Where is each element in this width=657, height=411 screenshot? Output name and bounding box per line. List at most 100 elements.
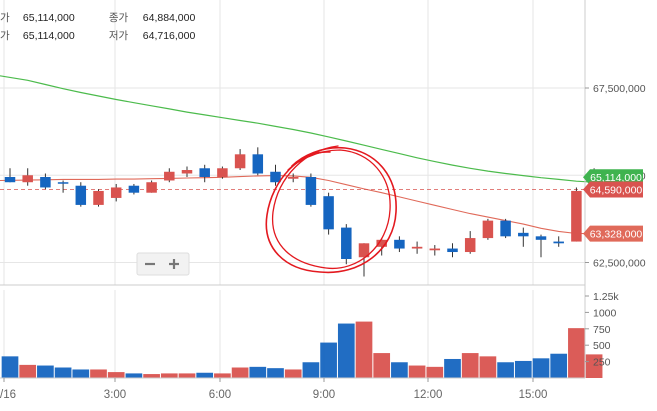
candle-body	[234, 154, 246, 169]
time-tick-label: /16	[0, 389, 16, 401]
volume-bar	[178, 373, 196, 378]
volume-bar	[72, 369, 90, 378]
zoom-out-button[interactable]	[139, 255, 161, 273]
ohlc-value: 65,114,000	[22, 30, 75, 42]
volume-series	[1, 321, 603, 378]
volume-bar	[107, 372, 125, 378]
candle[interactable]	[376, 238, 387, 256]
ohlc-label: 종가	[108, 12, 129, 24]
candle[interactable]	[252, 147, 264, 176]
time-axis-ticks: /16 3:00 6:00 9:00 12:00 15:00	[0, 378, 547, 401]
candle[interactable]	[429, 245, 441, 256]
ohlc-legend-row-1: 가 65,114,000 종가 64,884,000	[0, 10, 195, 25]
price-tag-bg	[583, 169, 643, 186]
candle[interactable]	[270, 164, 281, 186]
candle[interactable]	[323, 192, 334, 235]
candle[interactable]	[500, 218, 511, 239]
candle[interactable]	[75, 182, 87, 207]
ohlc-label: 가	[0, 30, 10, 42]
volume-bar	[37, 365, 54, 378]
ma-short-line	[0, 175, 603, 235]
candle-body	[553, 241, 564, 244]
candle[interactable]	[411, 241, 423, 254]
volume-bar	[19, 364, 37, 378]
volume-bar	[479, 356, 497, 378]
candle-body	[199, 168, 210, 177]
moving-average-long	[0, 75, 603, 183]
candle-body	[429, 248, 441, 251]
candle-body	[164, 171, 175, 181]
candle-body	[358, 243, 370, 258]
volume-bar	[90, 369, 107, 378]
price-tag-current-price: 64,590,000	[583, 181, 643, 198]
price-tag-label: 65,114,000	[590, 172, 642, 184]
candle[interactable]	[146, 180, 157, 193]
candle[interactable]	[234, 149, 246, 171]
moving-average-short	[0, 175, 603, 235]
candle[interactable]	[199, 164, 210, 183]
zoom-controls[interactable]	[136, 252, 190, 276]
candle[interactable]	[535, 234, 547, 258]
candle-body	[57, 182, 69, 184]
candle-body	[482, 220, 494, 239]
candle[interactable]	[22, 168, 33, 186]
time-tick-label: 9:00	[313, 389, 335, 401]
candle[interactable]	[358, 243, 370, 277]
volume-bar	[355, 321, 373, 378]
volume-axis-ticks: 1.25k 1000 750 500 250	[585, 291, 619, 369]
volume-bar	[54, 367, 72, 378]
time-tick-label: 12:00	[414, 389, 443, 401]
candle[interactable]	[447, 243, 458, 258]
candle[interactable]	[128, 183, 140, 195]
candle[interactable]	[553, 236, 564, 247]
candle-body	[93, 190, 104, 205]
candle[interactable]	[110, 183, 122, 202]
candle-body	[217, 168, 228, 177]
volume-bar	[461, 353, 479, 378]
candle[interactable]	[93, 189, 104, 207]
candle[interactable]	[217, 166, 228, 179]
price-tick-label: 67,500,000	[593, 83, 646, 95]
ohlc-value: 64,884,000	[142, 12, 196, 24]
volume-bar	[143, 374, 160, 378]
candle[interactable]	[394, 236, 405, 253]
candlestick-series[interactable]	[4, 147, 600, 277]
candle-body	[181, 170, 193, 174]
hand-drawn-circle-annotation	[265, 145, 397, 274]
price-tag-label: 64,590,000	[590, 184, 643, 196]
time-tick-label: 15:00	[519, 389, 548, 401]
candle[interactable]	[57, 180, 69, 193]
candle[interactable]	[464, 231, 476, 254]
candle[interactable]	[4, 168, 16, 183]
candle[interactable]	[341, 224, 352, 265]
candle[interactable]	[518, 227, 529, 247]
candle[interactable]	[40, 173, 51, 190]
candle-body	[535, 236, 547, 240]
candle[interactable]	[164, 168, 175, 183]
zoom-in-button[interactable]	[164, 255, 186, 273]
candle-body	[464, 238, 476, 253]
volume-tick-label: 500	[593, 340, 611, 352]
volume-bar	[550, 353, 568, 378]
chart-grid	[0, 0, 585, 378]
candle-body	[287, 176, 299, 179]
volume-bar	[231, 367, 249, 378]
price-tag-label: 63,328,000	[590, 228, 643, 240]
price-tag-ma-short: 63,328,000	[583, 225, 643, 242]
volume-bar	[532, 358, 550, 378]
candle[interactable]	[181, 166, 193, 177]
price-tag-bg	[583, 225, 643, 242]
volume-bar	[320, 342, 337, 378]
ma-long-line	[0, 75, 603, 183]
price-tick-label: 62,500,000	[593, 258, 646, 270]
volume-bar	[408, 365, 426, 378]
candle[interactable]	[482, 218, 494, 240]
volume-bar	[514, 360, 532, 378]
candle-body	[146, 182, 157, 193]
ohlc-label: 저가	[108, 30, 129, 42]
ohlc-legend-row-2: 가 65,114,000 저가 64,716,000	[0, 28, 195, 43]
candle[interactable]	[287, 173, 299, 183]
candle[interactable]	[571, 187, 582, 242]
candle[interactable]	[305, 173, 317, 207]
